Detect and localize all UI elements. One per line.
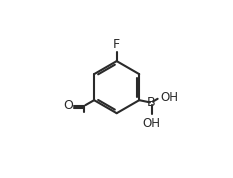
Text: F: F (113, 38, 120, 51)
Text: O: O (64, 99, 74, 112)
Text: OH: OH (160, 91, 178, 104)
Text: OH: OH (143, 117, 161, 130)
Text: B: B (147, 96, 156, 109)
